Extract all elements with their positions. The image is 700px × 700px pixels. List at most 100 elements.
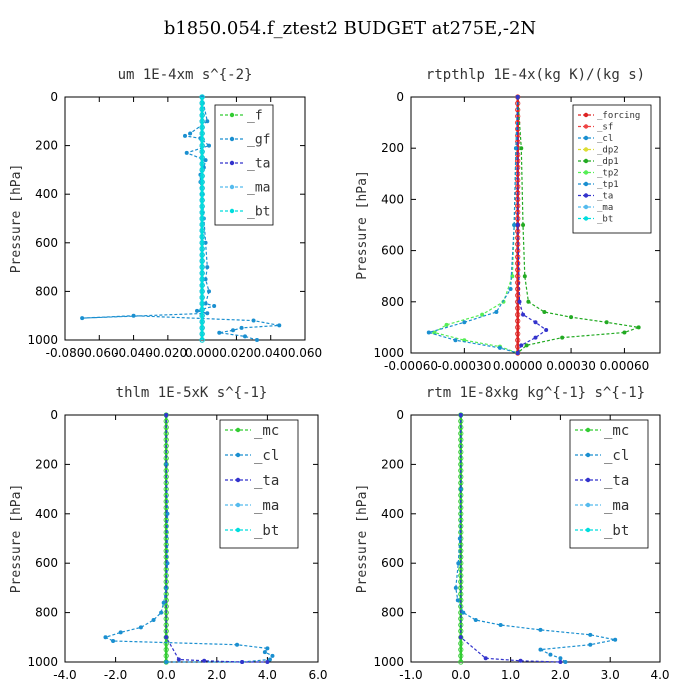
data-point [262, 650, 267, 655]
data-point [199, 264, 205, 270]
panel-title: thlm 1E-5xK s^{-1} [116, 385, 268, 401]
data-point [512, 223, 517, 227]
data-point [188, 131, 193, 136]
data-point [184, 150, 189, 155]
y-tick-label: 600 [381, 244, 404, 258]
data-point [508, 287, 513, 291]
data-point [515, 241, 521, 247]
data-point [199, 136, 205, 143]
data-point [458, 413, 463, 417]
data-point [163, 548, 169, 554]
y-tick-label: 200 [35, 139, 58, 153]
data-point [458, 418, 464, 424]
data-point [458, 487, 463, 492]
legend-marker-dot [229, 112, 235, 118]
data-point [203, 240, 208, 245]
data-point [455, 598, 460, 603]
data-point [199, 288, 205, 294]
x-tick-label: 0.0 [157, 668, 176, 682]
data-point [199, 337, 205, 343]
series-line-ta [460, 415, 561, 663]
y-tick-label: 400 [381, 192, 404, 206]
data-point [444, 322, 449, 327]
legend-marker-dot [583, 216, 589, 221]
data-point [164, 635, 169, 640]
x-tick-label: 0.000 [185, 346, 219, 360]
data-point [513, 146, 518, 151]
x-tick-label: 6.0 [308, 668, 327, 682]
legend-label: _tp2 [597, 169, 619, 179]
data-point [231, 328, 235, 333]
data-point [544, 327, 549, 332]
legend-marker-dot [235, 502, 241, 508]
data-point [458, 659, 464, 665]
x-tick-label: 0.0 [451, 668, 470, 682]
data-point [522, 274, 527, 279]
legend-label: _bt [247, 205, 270, 220]
x-tick-label: 0.00030 [546, 359, 596, 373]
x-tick-label: -1.0 [399, 668, 422, 682]
chart-panel-2: rtpthlp 1E-4x(kg K)/(kg s) Pressure [hPa]… [355, 67, 661, 373]
y-tick-label: 1000 [27, 333, 58, 347]
data-point [163, 554, 169, 560]
x-tick-label: 2.0 [207, 668, 226, 682]
data-point [456, 561, 461, 566]
data-point [558, 656, 563, 661]
y-tick-label: 0 [396, 90, 404, 104]
data-point [163, 443, 169, 449]
data-point [199, 258, 205, 264]
y-tick-label: 800 [381, 606, 404, 620]
data-point [163, 640, 169, 647]
data-point [207, 143, 211, 148]
data-point [163, 418, 169, 424]
data-point [163, 498, 169, 505]
data-point [458, 523, 464, 529]
data-point [199, 173, 205, 179]
data-point [163, 628, 169, 634]
data-point [515, 254, 521, 260]
data-point [199, 282, 205, 288]
series-line-tp1 [426, 96, 519, 354]
legend-marker-dot [583, 147, 589, 152]
data-point [199, 203, 205, 209]
data-point [453, 585, 458, 590]
panel-title: rtpthlp 1E-4x(kg K)/(kg s) [426, 67, 645, 83]
legend-label: _dp1 [597, 157, 619, 167]
data-point [458, 640, 464, 647]
y-axis-label: Pressure [hPa] [9, 484, 24, 594]
legend-marker-dot [583, 181, 589, 187]
data-point [515, 292, 521, 298]
data-point [524, 343, 529, 348]
x-tick-label: 0.040 [254, 346, 288, 360]
data-point [521, 223, 526, 227]
data-point [199, 161, 205, 167]
x-tick-label: 1.0 [501, 668, 520, 682]
data-point [199, 100, 205, 106]
data-point [613, 637, 618, 642]
legend-label: _bt [597, 215, 613, 225]
data-point [458, 474, 464, 480]
data-point [458, 653, 464, 659]
y-tick-label: 600 [35, 556, 58, 570]
data-point [588, 642, 593, 647]
legend-marker-dot [235, 527, 241, 533]
data-point [199, 276, 205, 282]
data-point [176, 657, 181, 662]
data-point [519, 146, 524, 151]
legend-marker-dot [229, 184, 235, 190]
data-point [515, 267, 521, 273]
x-tick-label: -0.080 [46, 346, 85, 360]
y-tick-label: 1000 [27, 655, 58, 669]
legend-label: _ma [597, 203, 613, 213]
data-point [199, 130, 205, 137]
x-tick-label: 0.020 [219, 346, 253, 360]
data-point [515, 95, 520, 99]
legend-label: _ma [247, 181, 270, 196]
data-point [588, 632, 593, 637]
data-point [80, 316, 85, 321]
data-point [199, 124, 205, 130]
data-point [163, 523, 169, 529]
legend-marker-dot [235, 427, 241, 433]
legend-marker-dot [585, 452, 591, 458]
